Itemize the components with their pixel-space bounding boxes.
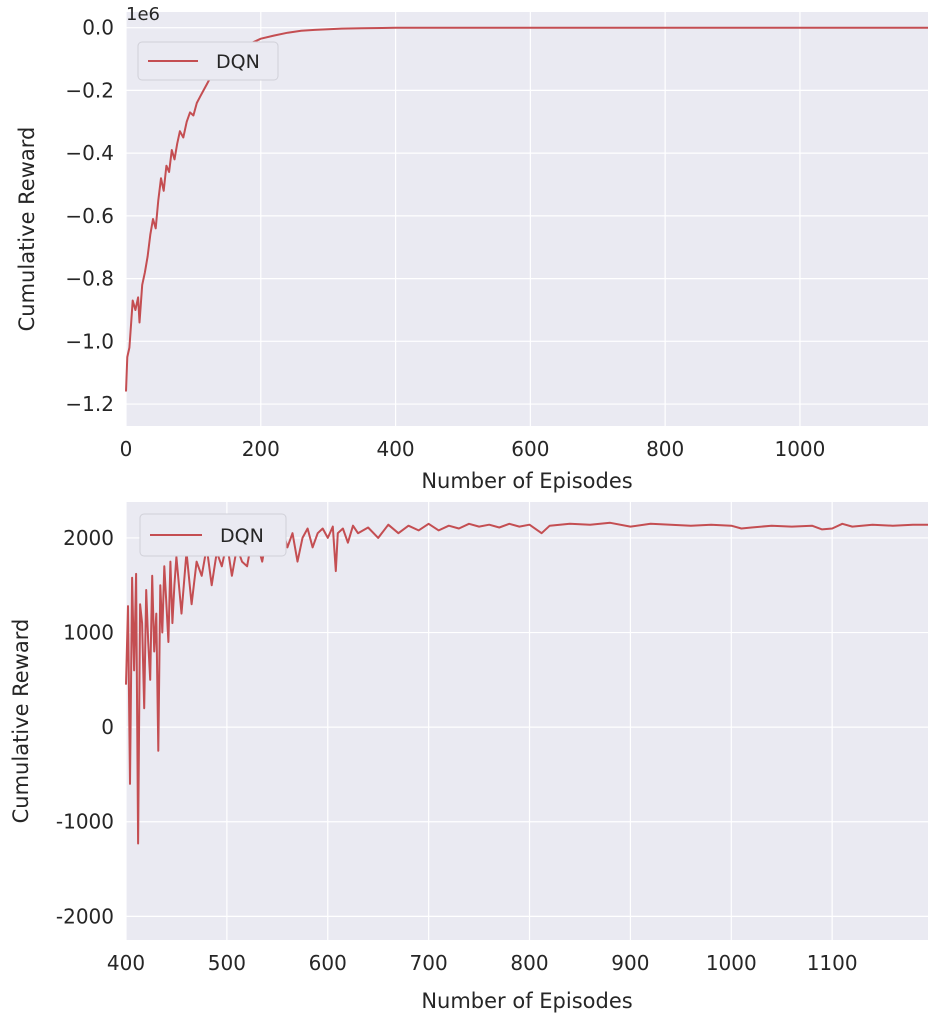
top-legend-box <box>137 41 279 81</box>
bottom-x-tick-label: 1000 <box>706 951 757 975</box>
bottom-x-tick-label: 800 <box>510 951 548 975</box>
bottom-y-tick-label: 2000 <box>63 526 114 550</box>
bottom-legend-box <box>139 513 287 557</box>
top-x-axis-label: Number of Episodes <box>421 469 632 493</box>
top-series-group <box>125 26 928 392</box>
bottom-chart: 400 500 600 700 800 900 1000 1100 2000 1000 0 -100… <box>9 502 928 1013</box>
bottom-y-tick-label: -1000 <box>56 810 114 834</box>
top-y-offset-label: 1e6 <box>126 4 160 25</box>
top-legend-label: DQN <box>216 51 260 73</box>
bottom-gridlines <box>125 502 928 940</box>
top-y-tick-label: −0.4 <box>65 141 114 165</box>
top-x-tick-labels: 0 200 400 600 800 1000 <box>120 437 826 461</box>
bottom-y-tick-label: -2000 <box>56 904 114 928</box>
top-y-tick-label: 0.0 <box>82 16 114 40</box>
top-y-tick-labels: 0.0 −0.2 −0.4 −0.6 −0.8 −1.0 −1.2 <box>65 16 114 416</box>
bottom-x-tick-labels: 400 500 600 700 800 900 1000 1100 <box>107 951 858 975</box>
bottom-legend: DQN <box>139 513 287 557</box>
top-x-tick-label: 400 <box>376 437 414 461</box>
top-y-tick-label: −0.6 <box>65 204 114 228</box>
bottom-series-line-dqn <box>125 521 928 845</box>
bottom-x-tick-label: 400 <box>107 951 145 975</box>
top-x-tick-label: 200 <box>242 437 280 461</box>
top-legend: DQN <box>137 41 279 81</box>
top-y-tick-label: −0.8 <box>65 267 114 291</box>
top-y-axis-label: Cumulative Reward <box>15 127 39 332</box>
bottom-x-tick-label: 500 <box>208 951 246 975</box>
top-y-tick-label: −1.0 <box>65 329 114 353</box>
top-y-tick-label: −1.2 <box>65 392 114 416</box>
bottom-plot-area <box>126 502 928 940</box>
top-x-tick-label: 600 <box>511 437 549 461</box>
bottom-x-axis-label: Number of Episodes <box>421 989 632 1013</box>
top-series-line-dqn <box>125 26 928 392</box>
top-plot-area <box>126 12 928 426</box>
bottom-series-group <box>125 521 928 845</box>
top-x-tick-label: 800 <box>646 437 684 461</box>
bottom-y-tick-labels: 2000 1000 0 -1000 -2000 <box>56 526 114 928</box>
top-y-tick-label: −0.2 <box>65 78 114 102</box>
bottom-x-tick-label: 1100 <box>807 951 858 975</box>
top-x-tick-label: 1000 <box>774 437 825 461</box>
bottom-y-axis-label: Cumulative Reward <box>9 619 33 824</box>
bottom-y-tick-label: 1000 <box>63 621 114 645</box>
bottom-x-tick-label: 600 <box>309 951 347 975</box>
top-chart: 0 200 400 600 800 1000 0.0 −0.2 −0.4 −0.6 −0.8 −1.… <box>15 4 928 493</box>
bottom-x-tick-label: 700 <box>410 951 448 975</box>
top-x-tick-label: 0 <box>120 437 133 461</box>
bottom-legend-label: DQN <box>220 525 264 547</box>
bottom-x-tick-label: 900 <box>611 951 649 975</box>
bottom-y-tick-label: 0 <box>101 715 114 739</box>
